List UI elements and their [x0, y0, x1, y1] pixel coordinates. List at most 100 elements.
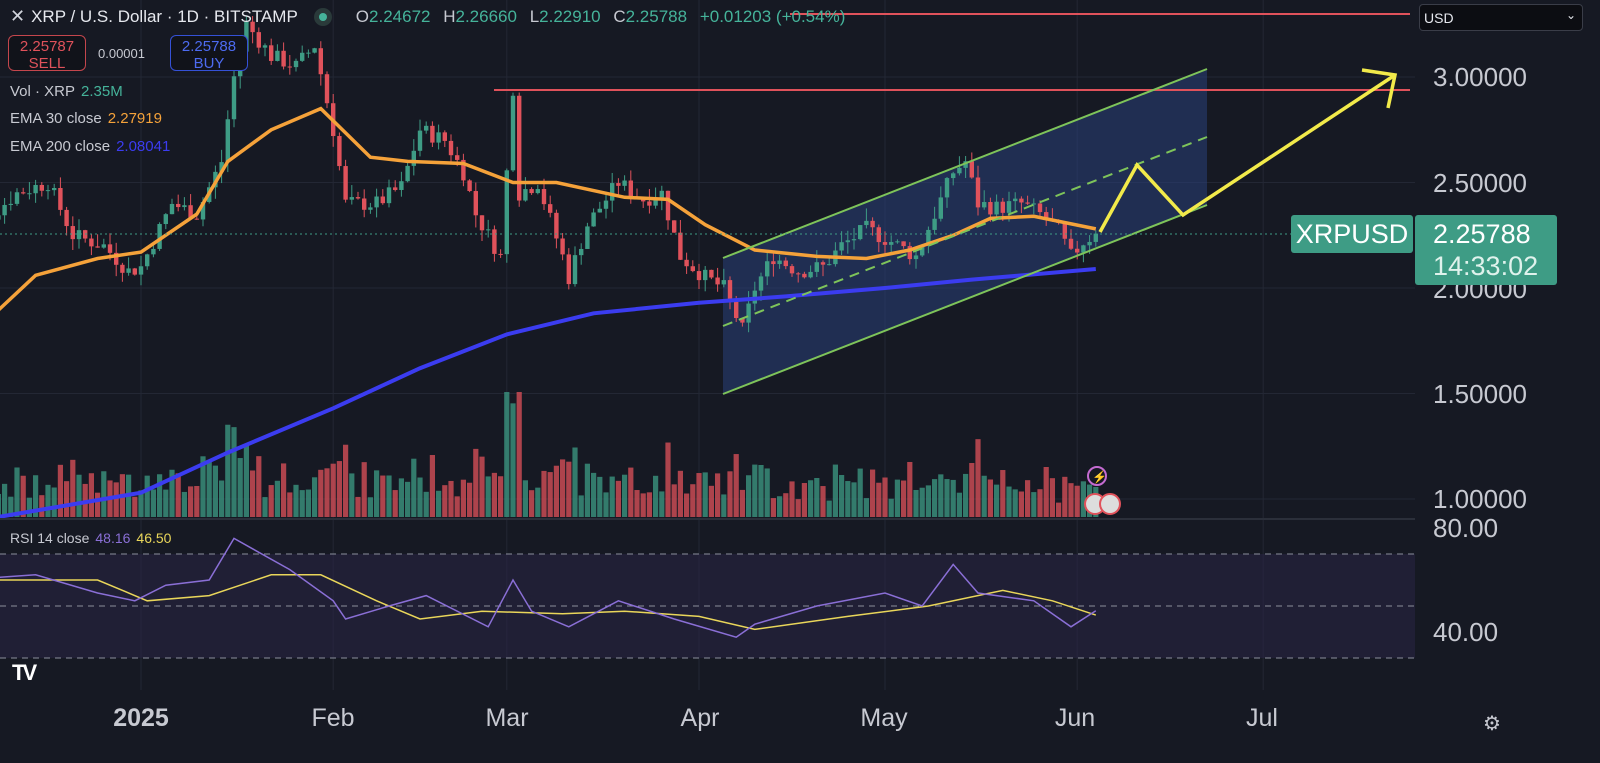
candle [467, 180, 472, 192]
volume-bar [826, 500, 832, 517]
sell-button[interactable]: 2.25787 SELL [8, 35, 86, 72]
volume-bar [603, 492, 609, 517]
candle [858, 225, 863, 240]
channel-mid-line[interactable] [722, 136, 1208, 327]
projection-path[interactable] [1098, 73, 1396, 233]
candle [1037, 203, 1043, 213]
candle [498, 253, 503, 255]
channel-lower-line[interactable] [722, 204, 1208, 395]
ema200-line [0, 267, 1096, 519]
candle [219, 162, 224, 172]
candle [709, 269, 714, 278]
rsi-ma-line [0, 574, 1097, 631]
volume-bar [299, 490, 305, 517]
volume-bars [0, 392, 1099, 517]
channel-upper-line[interactable] [722, 68, 1208, 259]
event-icons[interactable]: ⚡ [1084, 466, 1121, 515]
volume-bar [51, 487, 57, 517]
candle [349, 197, 354, 200]
volume-bar [262, 497, 268, 517]
candle [548, 204, 553, 213]
candle [1062, 223, 1067, 239]
volume-bar [851, 482, 857, 517]
legend-ema200[interactable]: EMA 200 close 2.08041 [10, 138, 171, 155]
candle [1081, 245, 1086, 253]
candle [380, 196, 385, 204]
volume-bar [721, 494, 727, 517]
candle [318, 48, 323, 75]
candle [455, 155, 460, 160]
candle [808, 271, 813, 278]
candle [486, 229, 491, 231]
candle [926, 229, 931, 246]
candle [312, 48, 317, 53]
gear-icon[interactable]: ⚙ [1483, 713, 1501, 735]
volume-bar [901, 480, 907, 517]
candle [287, 66, 292, 68]
volume-bar [460, 479, 466, 517]
candle [27, 193, 32, 195]
candle [610, 183, 615, 201]
candle [417, 130, 423, 151]
candle [76, 230, 82, 240]
candle [504, 170, 509, 255]
candle [901, 241, 906, 247]
symbol-title[interactable]: XRP / U.S. Dollar · 1D · BITSTAMP [31, 6, 298, 26]
close-icon[interactable]: ✕ [10, 6, 26, 26]
volume-bar [894, 479, 900, 517]
legend-ema30[interactable]: EMA 30 close 2.27919 [10, 110, 162, 127]
rsi-tick: 80.00 [1433, 513, 1499, 543]
volume-bar [411, 458, 417, 517]
legend-volume[interactable]: Vol · XRP 2.35M [10, 83, 123, 100]
candle [969, 161, 974, 178]
candle [758, 276, 764, 291]
volume-bar [1018, 491, 1024, 517]
candle [827, 264, 832, 266]
volume-bar [547, 472, 553, 517]
candle [951, 173, 956, 179]
volume-bar [640, 493, 646, 517]
volume-bar [584, 463, 590, 517]
volume-bar [479, 456, 485, 517]
candle [374, 196, 379, 208]
volume-bar [1049, 478, 1055, 517]
volume-bar [727, 471, 733, 517]
tradingview-logo[interactable]: TV [12, 660, 37, 685]
volume-bar [237, 458, 243, 517]
volume-bar [814, 478, 820, 517]
candle [21, 192, 26, 194]
buy-button[interactable]: 2.25788 BUY [170, 35, 248, 72]
candle [399, 181, 404, 190]
candle [845, 240, 850, 243]
volume-bar [715, 473, 721, 517]
candle [324, 74, 330, 104]
candle [70, 226, 75, 240]
candle [975, 177, 981, 208]
candle [579, 248, 584, 256]
candle [355, 197, 361, 199]
volume-bar [628, 467, 634, 517]
currency-select[interactable]: USD ⌄ [1419, 4, 1583, 31]
candle [45, 190, 51, 192]
volume-bar [144, 475, 150, 517]
candle [690, 266, 695, 272]
volume-bar [758, 464, 764, 517]
candle [765, 261, 770, 277]
candle [851, 239, 857, 241]
candle [114, 252, 119, 265]
candle [628, 180, 633, 197]
candle [1093, 233, 1098, 242]
volume-bar [938, 474, 944, 517]
volume-bar [591, 472, 597, 517]
volume-bar [442, 485, 448, 517]
volume-bar [14, 467, 20, 517]
time-tick: Jun [1054, 704, 1096, 732]
candle [523, 189, 528, 201]
volume-bar [646, 492, 652, 517]
volume-bar [944, 479, 950, 517]
projection-arrowhead [1361, 68, 1398, 109]
candle [653, 199, 658, 206]
legend-rsi[interactable]: RSI 14 close 48.16 46.50 [10, 530, 172, 546]
candle [585, 226, 590, 249]
